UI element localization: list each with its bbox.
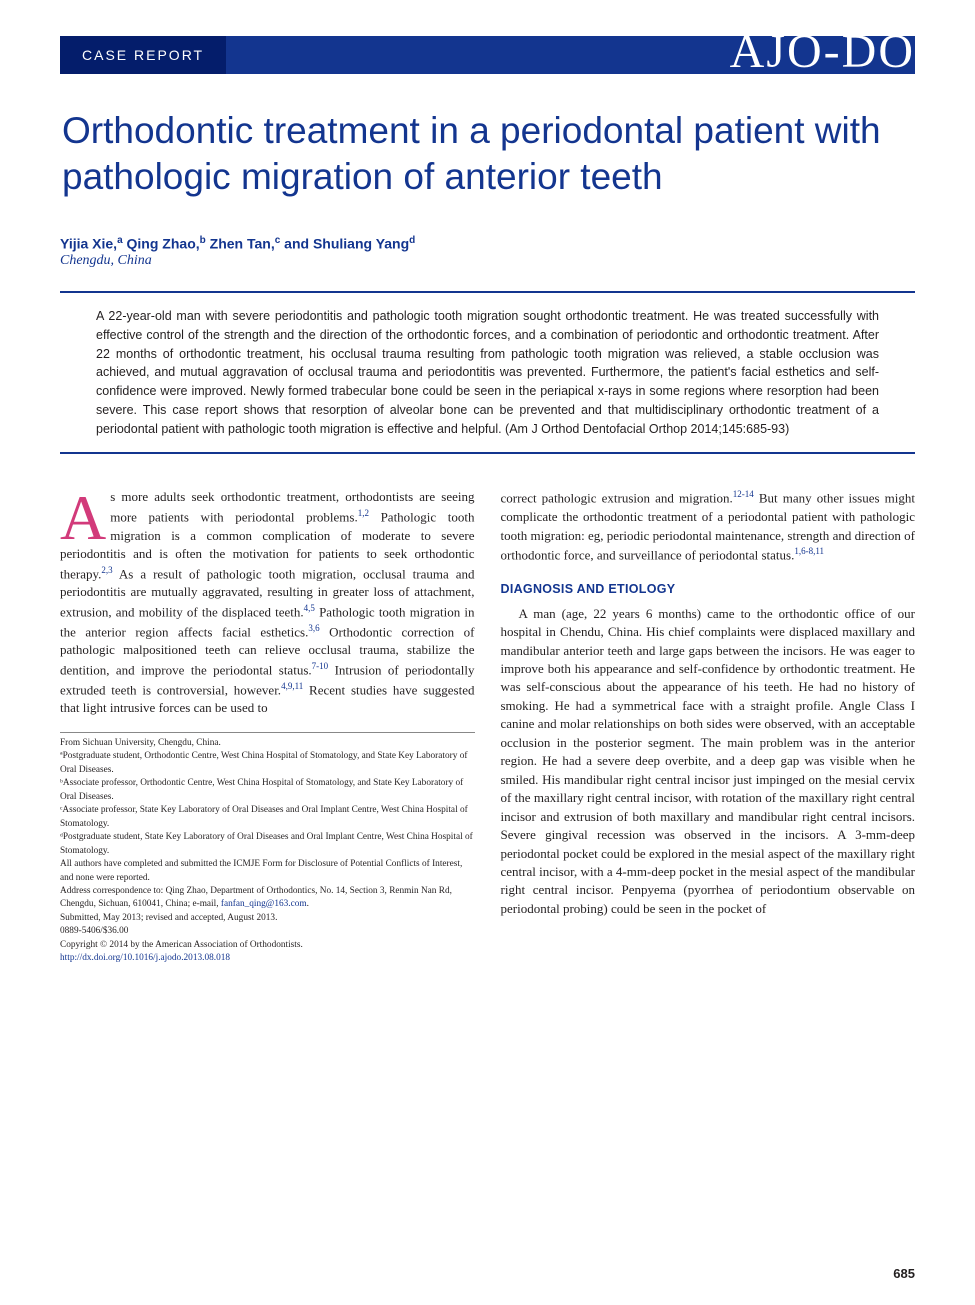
footnote-disclosure: All authors have completed and submitted…	[60, 858, 475, 885]
citation-ref[interactable]: 1,6-8,11	[794, 546, 824, 556]
body-text-columns: As more adults seek orthodontic treatmen…	[60, 488, 915, 965]
footnote-author-a: ªPostgraduate student, Orthodontic Centr…	[60, 750, 475, 777]
footnotes-block: From Sichuan University, Chengdu, China.…	[60, 732, 475, 966]
footnote-author-d: ᵈPostgraduate student, State Key Laborat…	[60, 831, 475, 858]
article-title: Orthodontic treatment in a periodontal p…	[62, 108, 913, 201]
citation-ref[interactable]: 3,6	[308, 623, 319, 633]
abstract-text: A 22-year-old man with severe periodonti…	[96, 307, 879, 438]
citation-ref[interactable]: 4,9,11	[281, 681, 303, 691]
col2-continuation-paragraph: correct pathologic extrusion and migrati…	[501, 488, 916, 564]
diagnosis-paragraph: A man (age, 22 years 6 months) came to t…	[501, 605, 916, 919]
citation-ref[interactable]: 7-10	[312, 661, 329, 671]
page-number: 685	[893, 1266, 915, 1281]
footnote-issn-price: 0889-5406/$36.00	[60, 925, 475, 938]
col2-text-1: correct pathologic extrusion and migrati…	[501, 491, 733, 506]
footnote-copyright: Copyright © 2014 by the American Associa…	[60, 939, 475, 952]
citation-ref[interactable]: 4,5	[304, 603, 315, 613]
footnote-affiliation: From Sichuan University, Chengdu, China.	[60, 737, 475, 750]
abstract-box: A 22-year-old man with severe periodonti…	[60, 291, 915, 454]
section-heading-diagnosis: DIAGNOSIS AND ETIOLOGY	[501, 581, 916, 599]
footnote-correspondence: Address correspondence to: Qing Zhao, De…	[60, 885, 475, 912]
journal-logo: AJO-DO	[730, 24, 915, 79]
correspondence-email-link[interactable]: fanfan_qing@163.com	[221, 899, 307, 909]
article-category-badge: CASE REPORT	[60, 36, 226, 74]
citation-ref[interactable]: 1,2	[358, 508, 369, 518]
footnote-author-c: ᶜAssociate professor, State Key Laborato…	[60, 804, 475, 831]
footnote-author-b: ᵇAssociate professor, Orthodontic Centre…	[60, 777, 475, 804]
dropcap-letter: A	[60, 488, 110, 544]
citation-ref[interactable]: 2,3	[101, 565, 112, 575]
doi-link[interactable]: http://dx.doi.org/10.1016/j.ajodo.2013.0…	[60, 952, 475, 965]
footnote-dates: Submitted, May 2013; revised and accepte…	[60, 912, 475, 925]
citation-ref[interactable]: 12-14	[733, 489, 754, 499]
intro-paragraph: As more adults seek orthodontic treatmen…	[60, 488, 475, 717]
authors-line: Yijia Xie,a Qing Zhao,b Zhen Tan,c and S…	[60, 235, 915, 252]
authors-location: Chengdu, China	[60, 253, 915, 269]
